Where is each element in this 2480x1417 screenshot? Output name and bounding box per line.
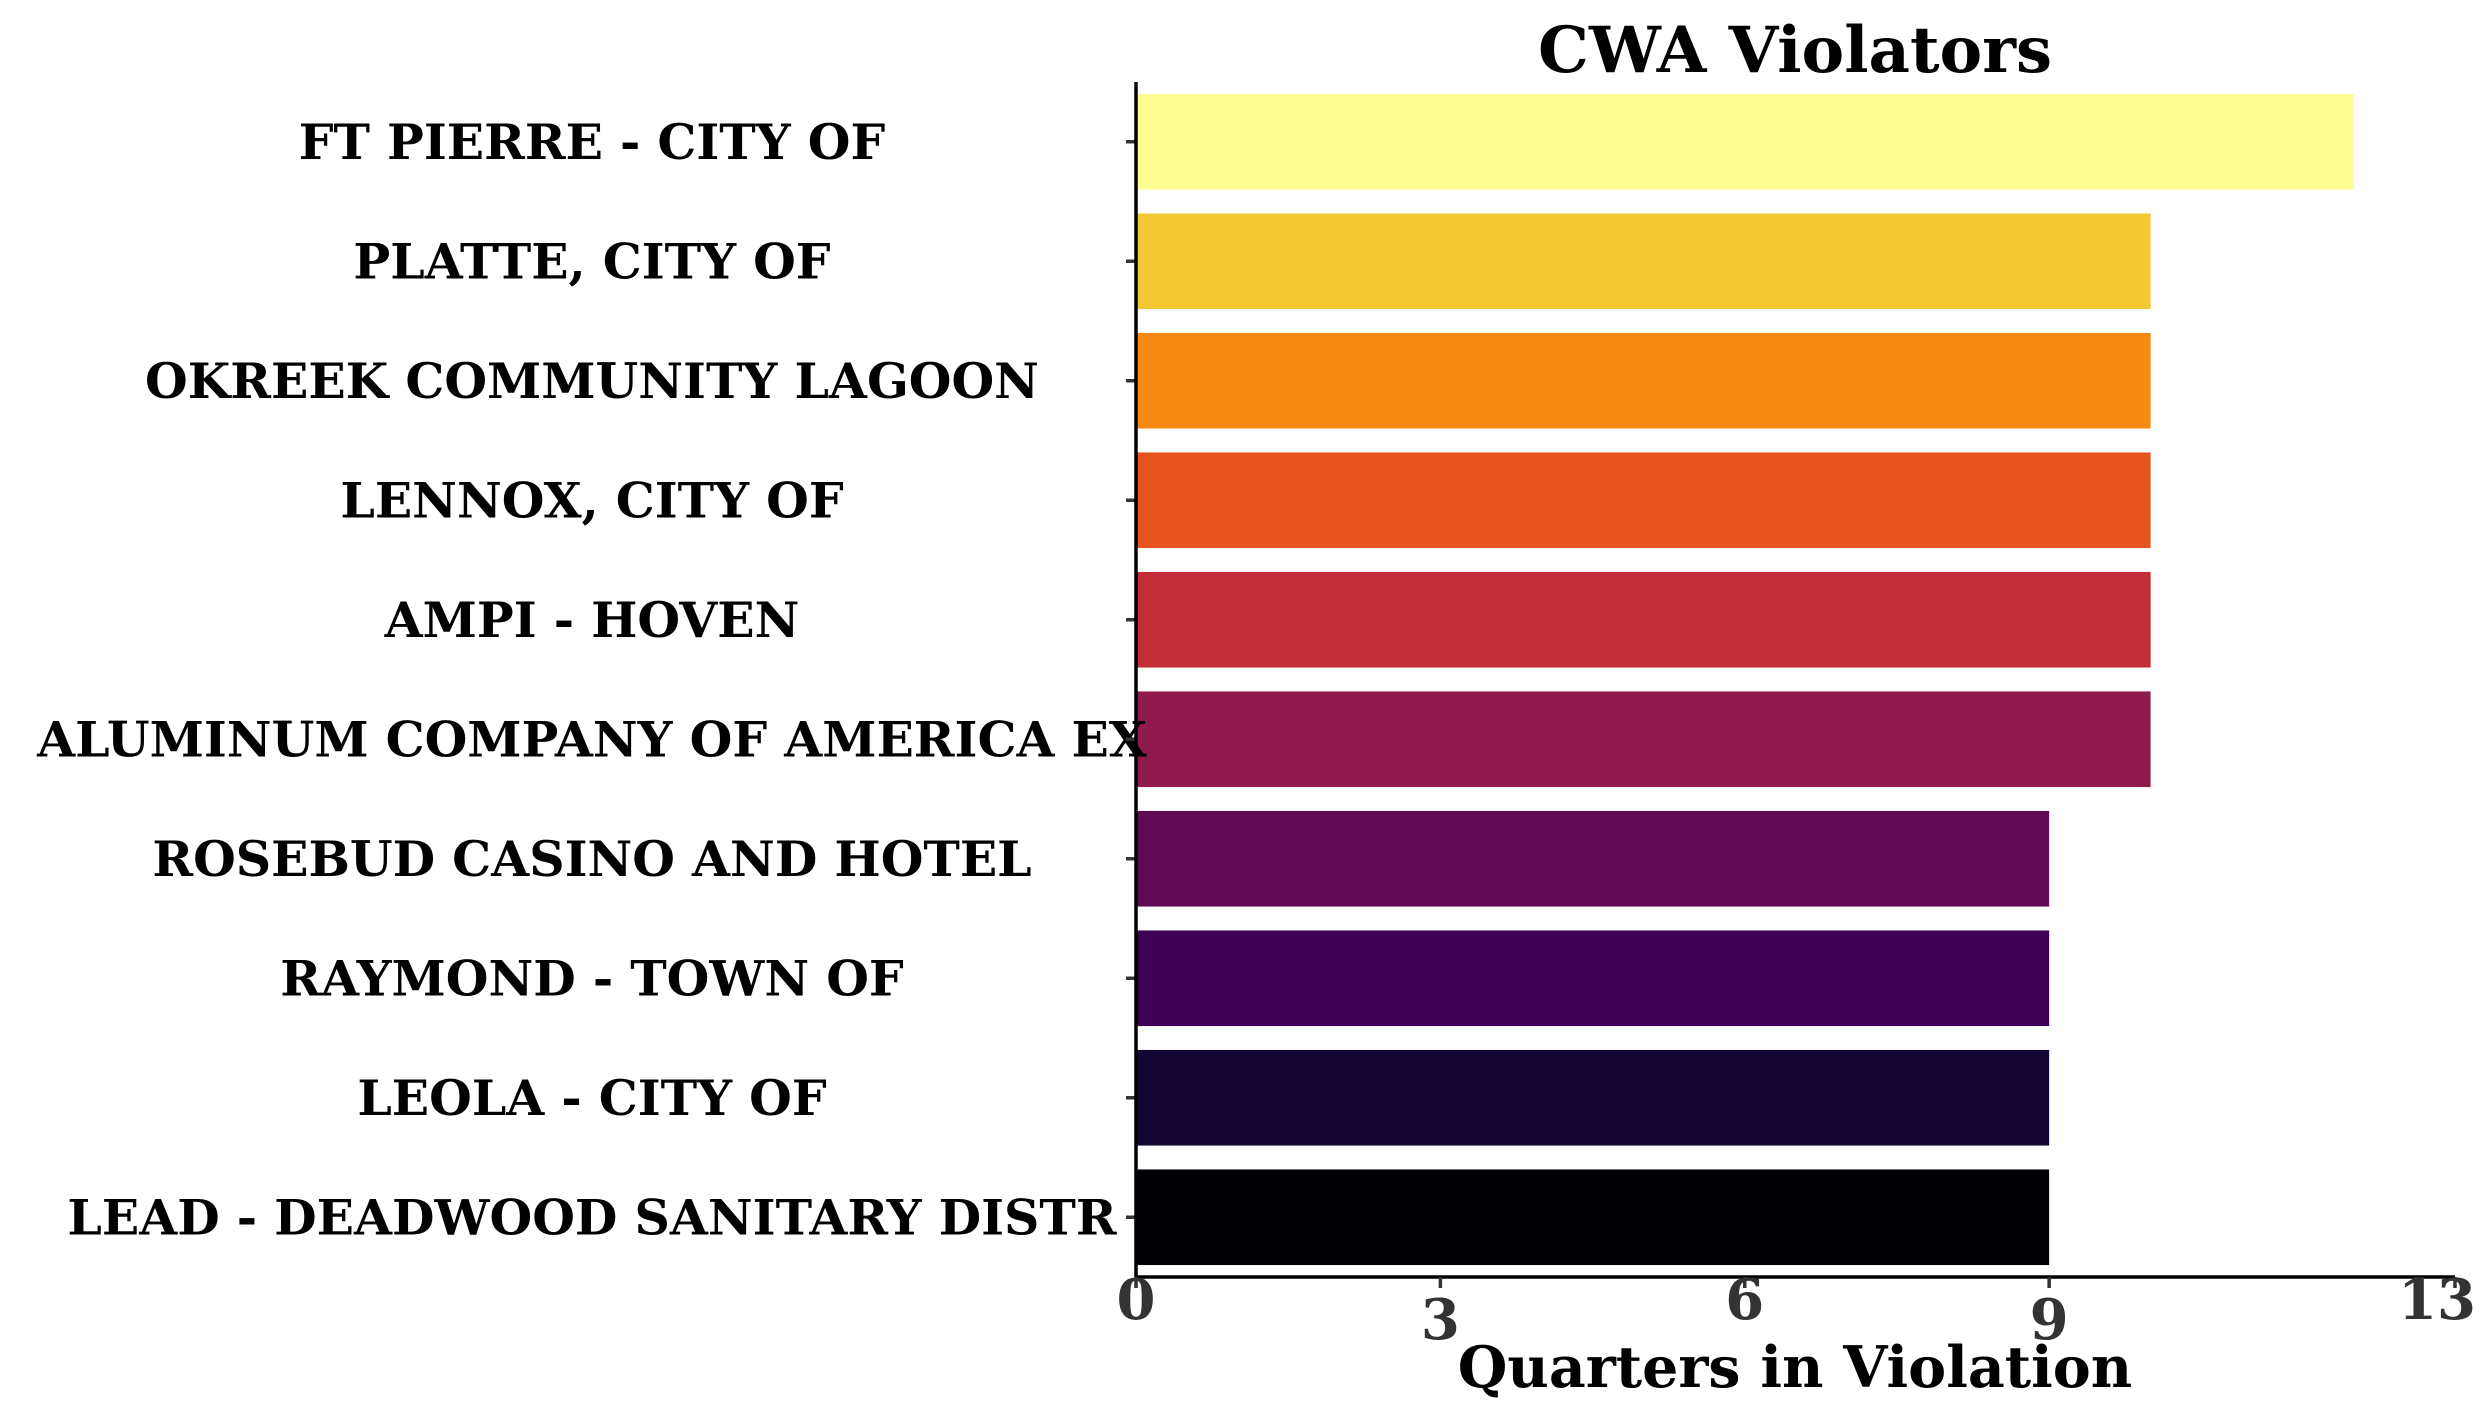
bar-4 (1136, 452, 2151, 549)
category-labels: FT PIERRE - CITY OF PLATTE, CITY OF OKREEK… (36, 113, 1147, 1247)
chart-title: CWA Violators (1538, 13, 2052, 88)
bar-10 (1136, 1169, 2050, 1266)
x-ticks-group: 0 3 6 9 13 (1117, 1267, 2476, 1353)
category-label: PLATTE, CITY OF (353, 232, 830, 290)
category-label: AMPI - HOVEN (384, 591, 800, 649)
x-tick-label: 6 (1725, 1267, 1764, 1333)
category-label: LEOLA - CITY OF (357, 1069, 827, 1127)
bar-9 (1136, 1049, 2050, 1146)
category-label: LENNOX, CITY OF (340, 471, 843, 529)
bar-1 (1136, 93, 2354, 190)
bar-7 (1136, 810, 2050, 907)
x-tick-label: 0 (1117, 1267, 1156, 1333)
category-label: ROSEBUD CASINO AND HOTEL (152, 830, 1031, 888)
bar-3 (1136, 332, 2151, 429)
bar-2 (1136, 213, 2151, 310)
bar-8 (1136, 930, 2050, 1027)
bar-6 (1136, 691, 2151, 788)
bars-group (1136, 93, 2354, 1266)
category-label: ALUMINUM COMPANY OF AMERICA EX (36, 710, 1147, 768)
category-label: FT PIERRE - CITY OF (299, 113, 886, 171)
x-tick-label: 3 (1421, 1287, 1460, 1353)
bar-5 (1136, 571, 2151, 668)
x-tick-label: 13 (2398, 1267, 2476, 1333)
category-label: RAYMOND - TOWN OF (280, 949, 904, 1007)
category-label: LEAD - DEADWOOD SANITARY DISTR (67, 1188, 1117, 1246)
x-tick-label: 9 (2030, 1287, 2069, 1353)
category-label: OKREEK COMMUNITY LAGOON (145, 352, 1039, 410)
x-axis-title: Quarters in Violation (1458, 1334, 2132, 1401)
